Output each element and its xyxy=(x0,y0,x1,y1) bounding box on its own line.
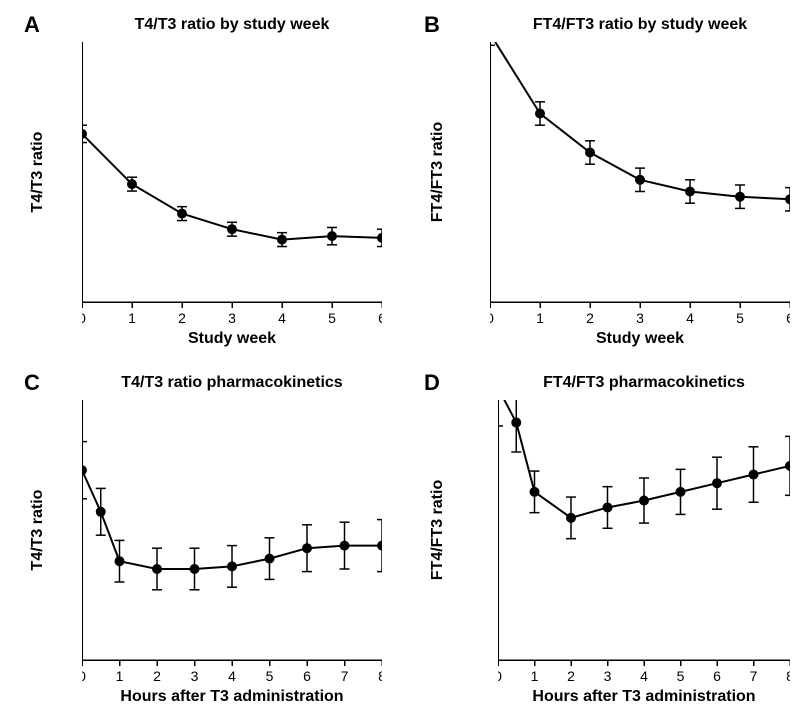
svg-text:1: 1 xyxy=(116,668,124,684)
svg-text:1: 1 xyxy=(531,668,539,684)
svg-text:6: 6 xyxy=(378,310,382,326)
svg-text:2: 2 xyxy=(586,310,594,326)
svg-text:6: 6 xyxy=(303,668,311,684)
svg-text:0: 0 xyxy=(490,310,494,326)
svg-text:8: 8 xyxy=(786,668,790,684)
x-axis-label-b: Study week xyxy=(596,330,684,348)
svg-text:2: 2 xyxy=(153,668,161,684)
panel-label-b: B xyxy=(424,12,440,38)
x-axis-label-d: Hours after T3 administration xyxy=(532,688,755,706)
svg-text:2: 2 xyxy=(178,310,186,326)
panel-label-d: D xyxy=(424,370,440,396)
svg-text:2: 2 xyxy=(567,668,575,684)
svg-text:5: 5 xyxy=(677,668,685,684)
x-axis-label-a: Study week xyxy=(188,330,276,348)
svg-text:5: 5 xyxy=(736,310,744,326)
svg-text:5: 5 xyxy=(266,668,274,684)
svg-text:4: 4 xyxy=(278,310,286,326)
chart-b: 0.00.10.20.30.40123456 xyxy=(490,42,790,332)
panel-title-b: FT4/FT3 ratio by study week xyxy=(533,16,747,34)
svg-text:3: 3 xyxy=(228,310,236,326)
svg-text:1: 1 xyxy=(536,310,544,326)
panel-title-c: T4/T3 ratio pharmacokinetics xyxy=(121,374,342,392)
x-axis-label-c: Hours after T3 administration xyxy=(120,688,343,706)
panel-label-c: C xyxy=(24,370,40,396)
svg-text:0: 0 xyxy=(82,668,86,684)
panel-title-a: T4/T3 ratio by study week xyxy=(135,16,330,34)
chart-a: 0.00.51.01.50123456 xyxy=(82,42,382,332)
svg-text:3: 3 xyxy=(604,668,612,684)
svg-text:1: 1 xyxy=(128,310,136,326)
chart-c: 0.00.10.20.30.40.5012345678 xyxy=(82,400,382,690)
y-axis-label-c: T4/T3 ratio xyxy=(29,490,47,571)
figure: A T4/T3 ratio by study week T4/T3 ratio … xyxy=(0,0,812,718)
svg-text:7: 7 xyxy=(750,668,758,684)
y-axis-label-a: T4/T3 ratio xyxy=(29,132,47,213)
svg-text:8: 8 xyxy=(378,668,382,684)
chart-d: 0.000.050.100.15012345678 xyxy=(498,400,790,690)
svg-text:4: 4 xyxy=(686,310,694,326)
y-axis-label-b: FT4/FT3 ratio xyxy=(429,122,447,222)
svg-text:3: 3 xyxy=(636,310,644,326)
svg-text:0: 0 xyxy=(498,668,502,684)
svg-text:4: 4 xyxy=(228,668,236,684)
svg-text:7: 7 xyxy=(341,668,349,684)
svg-text:4: 4 xyxy=(640,668,648,684)
svg-text:0: 0 xyxy=(82,310,86,326)
y-axis-label-d: FT4/FT3 ratio xyxy=(429,480,447,580)
panel-label-a: A xyxy=(24,12,40,38)
svg-text:6: 6 xyxy=(713,668,721,684)
svg-text:6: 6 xyxy=(786,310,790,326)
panel-title-d: FT4/FT3 pharmacokinetics xyxy=(543,374,745,392)
svg-text:3: 3 xyxy=(191,668,199,684)
svg-text:5: 5 xyxy=(328,310,336,326)
